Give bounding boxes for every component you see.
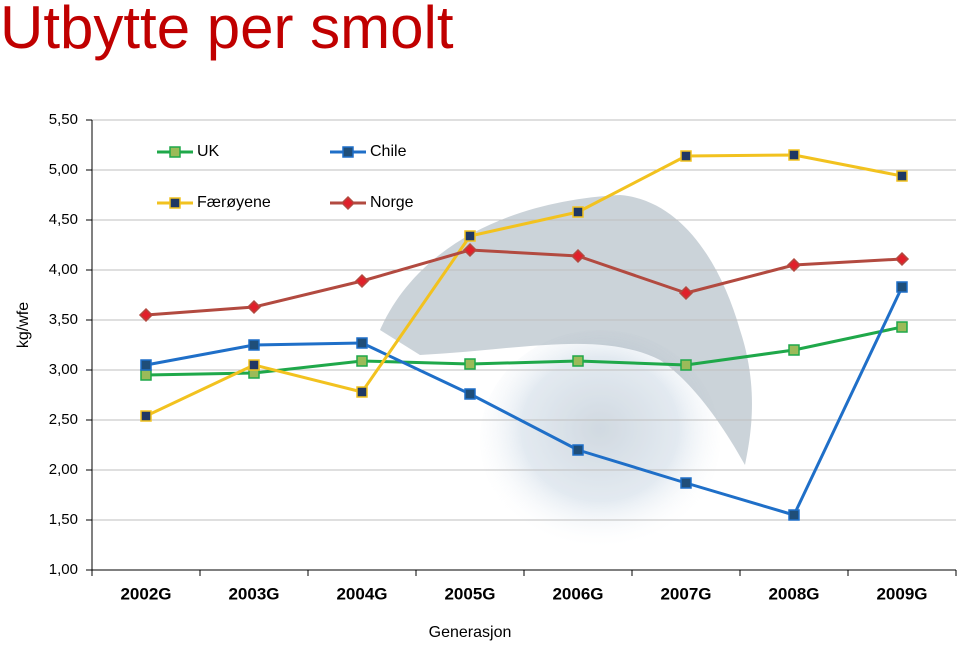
y-tick-label: 4,50 [49,211,78,228]
data-point [896,321,908,333]
data-point [894,251,910,267]
data-point [354,273,370,289]
data-point [356,386,368,398]
fish-illustration [380,195,752,550]
x-tick-label: 2003G [228,584,279,603]
x-axis-label: Generasjon [429,624,512,641]
data-point [680,477,692,489]
legend-label: Norge [370,194,414,211]
data-point [680,359,692,371]
legend-label: Færøyene [197,194,271,211]
data-point [896,170,908,182]
data-point [570,248,586,264]
y-tick-label: 1,00 [49,561,78,578]
y-tick-label: 5,00 [49,161,78,178]
x-tick-label: 2002G [120,584,171,603]
data-point [140,359,152,371]
data-point [248,359,260,371]
legend-label: UK [197,143,220,160]
y-tick-label: 5,50 [49,111,78,128]
series-line [145,248,903,317]
data-point [572,206,584,218]
x-tick-label: 2007G [660,584,711,603]
x-tick-label: 2005G [444,584,495,603]
data-point [462,242,478,258]
legend-marker [342,146,354,158]
data-point [140,410,152,422]
data-point [788,509,800,521]
legend-marker [169,146,181,158]
y-tick-label: 4,00 [49,261,78,278]
y-tick-label: 1,50 [49,511,78,528]
data-point [464,358,476,370]
data-point [464,388,476,400]
data-point [788,149,800,161]
legend-marker [169,197,181,209]
legend-label: Chile [370,143,407,160]
x-tick-label: 2009G [876,584,927,603]
data-point [896,281,908,293]
data-point [248,339,260,351]
series-line [145,286,904,517]
y-axis-label: kg/wfe [15,302,32,348]
x-tick-label: 2006G [552,584,603,603]
data-point [680,150,692,162]
data-point [464,230,476,242]
x-tick-label: 2008G [768,584,819,603]
y-tick-label: 3,00 [49,361,78,378]
y-tick-label: 3,50 [49,311,78,328]
data-point [356,355,368,367]
data-point [356,337,368,349]
series-line [145,153,903,418]
data-point [572,355,584,367]
data-point [786,257,802,273]
chart-title: Utbytte per smolt [0,0,454,61]
data-point [572,444,584,456]
data-point [246,299,262,315]
data-point [140,369,152,381]
x-tick-label: 2004G [336,584,387,603]
y-tick-label: 2,50 [49,411,78,428]
data-point [678,285,694,301]
legend-marker [340,195,356,211]
y-tick-label: 2,00 [49,461,78,478]
data-point [788,344,800,356]
data-point [138,307,154,323]
